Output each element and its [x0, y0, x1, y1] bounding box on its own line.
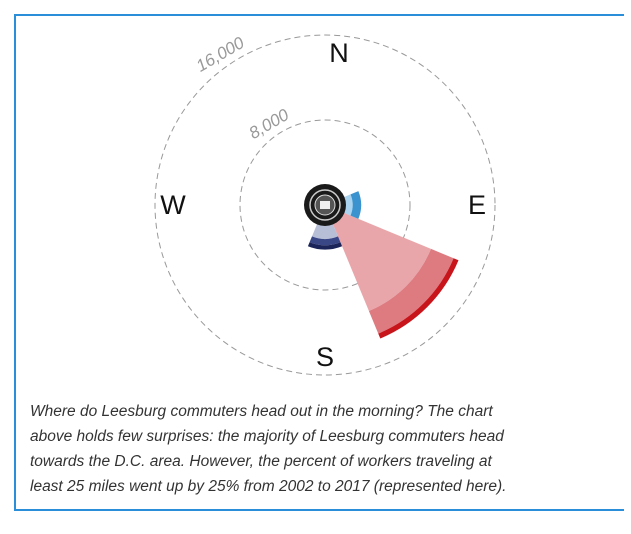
caption-line: Where do Leesburg commuters head out in …: [30, 403, 493, 420]
direction-label: E: [468, 190, 486, 220]
caption-line: above holds few surprises: the majority …: [30, 428, 504, 445]
wedge: [378, 258, 459, 339]
ring-label: 16,000: [193, 33, 248, 76]
wedge: [309, 236, 341, 246]
grid-ring: [239, 119, 411, 291]
wedge: [368, 248, 454, 334]
emblem-building: [320, 201, 330, 209]
caption-line: towards the D.C. area. However, the perc…: [30, 453, 492, 470]
frame: [14, 14, 624, 511]
wedge: [325, 205, 432, 312]
direction-label: S: [316, 342, 334, 372]
direction-label: N: [329, 38, 349, 68]
ring-label: 8,000: [246, 105, 293, 143]
wedge: [350, 191, 362, 219]
direction-label: W: [160, 190, 186, 220]
wedge: [307, 242, 343, 250]
grid-ring: [154, 34, 496, 376]
emblem-ring: [309, 189, 341, 221]
chart: 8,000 16,000 N E S W: [154, 33, 496, 376]
caption-line: least 25 miles went up by 25% from 2002 …: [30, 478, 507, 495]
